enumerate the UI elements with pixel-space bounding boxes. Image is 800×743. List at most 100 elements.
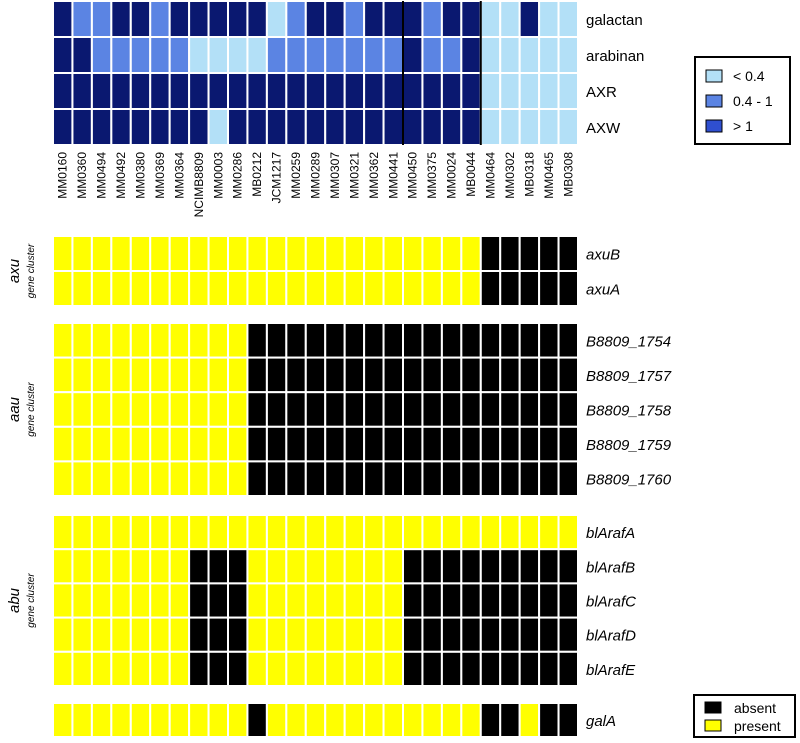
gene-cell	[324, 460, 346, 497]
gene-cell	[71, 582, 93, 619]
gene-cell	[304, 356, 327, 394]
gene-cell	[129, 548, 152, 585]
gene-row-label: B8809_1754	[586, 333, 671, 350]
gene-cell	[90, 650, 113, 687]
gene-cell	[246, 391, 268, 428]
growth-legend: < 0.4 0.4 - 1 > 1	[694, 56, 791, 145]
gene-cell	[538, 582, 560, 619]
gene-cell	[557, 702, 579, 738]
gene-cell	[479, 582, 502, 619]
gene-cell	[538, 650, 560, 687]
gene-cell	[168, 582, 191, 619]
growth-cell	[265, 0, 288, 38]
gene-row-label: B8809_1760	[586, 472, 672, 489]
gene-cell	[207, 322, 230, 359]
growth-cell	[402, 36, 424, 74]
gene-row-label: blArafB	[586, 559, 635, 576]
gene-cell	[265, 548, 288, 585]
gene-cell	[90, 514, 113, 551]
growth-cell	[207, 72, 230, 110]
growth-cell	[479, 72, 502, 110]
gene-cell	[149, 548, 171, 585]
legend-swatch-present	[704, 719, 722, 732]
gene-cell	[518, 548, 541, 585]
growth-cell	[343, 108, 366, 146]
gene-cell	[188, 650, 210, 687]
gene-cell	[460, 616, 482, 653]
gene-cell	[110, 616, 132, 653]
gene-cell	[557, 391, 579, 428]
gene-cell	[285, 514, 307, 551]
gene-cell	[304, 270, 327, 307]
gene-cell	[149, 582, 171, 619]
gene-cell	[129, 460, 152, 497]
gene-cell	[382, 582, 404, 619]
gene-cell	[499, 548, 521, 585]
gene-cell	[149, 356, 171, 394]
gene-cell	[421, 356, 443, 394]
growth-cell	[382, 72, 404, 110]
strain-label: MM0307	[328, 152, 342, 199]
growth-cell	[52, 72, 74, 110]
gene-cell	[324, 514, 346, 551]
gene-cell	[382, 650, 404, 687]
gene-cell	[518, 322, 541, 359]
gene-cell	[265, 460, 288, 497]
gene-cell	[518, 702, 541, 738]
gene-cell	[460, 650, 482, 687]
gene-cell	[71, 650, 93, 687]
gene-cell	[227, 460, 249, 497]
gene-cell	[71, 235, 93, 272]
gene-cell	[460, 425, 482, 463]
gene-cell	[557, 322, 579, 359]
legend-swatch-absent	[704, 701, 722, 714]
gene-cell	[149, 235, 171, 272]
gene-cell	[304, 235, 327, 272]
gene-cell	[382, 425, 404, 463]
growth-cell	[557, 0, 579, 38]
growth-cell	[246, 0, 268, 38]
growth-cell	[460, 36, 482, 74]
gene-cell	[324, 391, 346, 428]
gene-cell	[188, 514, 210, 551]
growth-cell	[440, 108, 463, 146]
gene-cell	[265, 514, 288, 551]
gene-cell	[421, 425, 443, 463]
growth-cell	[265, 108, 288, 146]
gene-cell	[52, 616, 74, 653]
gene-cell	[285, 616, 307, 653]
gene-cell	[324, 702, 346, 738]
growth-cell	[499, 72, 521, 110]
growth-cell	[460, 72, 482, 110]
gene-cell	[518, 270, 541, 307]
growth-cell	[168, 36, 191, 74]
gene-cell	[149, 616, 171, 653]
gene-cell	[71, 391, 93, 428]
strain-label: JCM1217	[270, 152, 284, 204]
gene-cell	[343, 616, 366, 653]
gene-cell	[343, 391, 366, 428]
gene-row-label: galA	[586, 713, 616, 730]
gene-cell	[363, 356, 385, 394]
gene-cell	[110, 425, 132, 463]
gene-cell	[557, 548, 579, 585]
gene-cell	[440, 460, 463, 497]
strain-label: NCIMB8809	[192, 152, 206, 218]
gene-cell	[129, 514, 152, 551]
gene-cell	[52, 391, 74, 428]
gene-cell	[149, 650, 171, 687]
gene-cell	[557, 235, 579, 272]
strain-label: MM0369	[153, 152, 167, 199]
gene-cell	[207, 616, 230, 653]
gene-cell	[440, 548, 463, 585]
gene-cell	[363, 582, 385, 619]
gene-cell	[304, 460, 327, 497]
gene-cell	[52, 425, 74, 463]
gene-cell	[246, 356, 268, 394]
growth-cell	[246, 36, 268, 74]
gene-cell	[304, 322, 327, 359]
gene-cell	[71, 460, 93, 497]
growth-cell	[304, 72, 327, 110]
growth-cell	[304, 108, 327, 146]
